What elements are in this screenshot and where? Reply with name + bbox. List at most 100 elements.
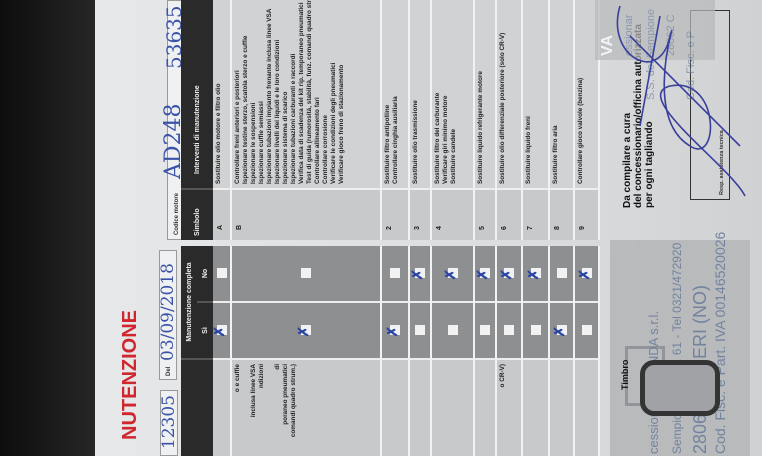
yes-checkbox[interactable]: ✗: [211, 325, 227, 338]
left-row-description: [575, 360, 600, 456]
no-cell: [213, 246, 232, 303]
check-mark-icon: ✗: [575, 268, 592, 281]
symbol-cell: 3: [410, 190, 432, 240]
no-cell: ✗: [432, 246, 475, 303]
yes-cell: ✗: [550, 303, 575, 360]
check-mark-icon: ✗: [384, 325, 400, 338]
left-row-description: [523, 360, 550, 456]
no-checkbox[interactable]: ✗: [525, 268, 541, 281]
no-checkbox[interactable]: ✗: [442, 268, 458, 281]
yes-checkbox[interactable]: ✗: [295, 325, 311, 338]
no-cell: ✗: [575, 246, 600, 303]
intervention-text: Sostituire olio differenziale posteriore…: [497, 0, 523, 190]
no-cell: ✗: [474, 246, 497, 303]
yes-cell: [523, 303, 550, 360]
left-row-description: [475, 360, 497, 456]
left-row-description: [550, 360, 575, 456]
yes-checkbox[interactable]: [447, 325, 458, 336]
yes-checkbox[interactable]: [480, 325, 490, 336]
stamp-label: Timbro: [620, 359, 630, 390]
left-row-description: [382, 360, 410, 456]
no-checkbox[interactable]: ✗: [409, 268, 425, 281]
date-label: Del: [166, 366, 172, 376]
intervention-text: Sostituire filtro antipolline Controllar…: [382, 0, 410, 190]
left-header-blank: [181, 360, 213, 456]
yes-cell: [410, 303, 432, 360]
no-checkbox[interactable]: ✗: [474, 268, 490, 281]
no-cell: [550, 246, 575, 303]
date-value: 03/09/2018: [158, 263, 178, 361]
left-row-description: o e cuffie inclusa linee VSA ndizioni di…: [232, 360, 382, 456]
symbol-cell: 4: [432, 190, 475, 240]
symbol-cell: 6: [497, 190, 523, 240]
yes-cell: ✗: [232, 303, 382, 360]
interventions-column-header: Interventi di manutenzione: [181, 0, 213, 190]
page-title: NUTENZIONE: [119, 310, 141, 440]
yes-cell: ✗: [382, 303, 410, 360]
symbol-cell: 8: [550, 190, 575, 240]
check-mark-icon: ✗: [474, 268, 490, 281]
no-cell: [382, 246, 410, 303]
check-mark-icon: ✗: [409, 268, 425, 281]
stamp-line: Sempione 32 Km. 61 - Tel 0321/472920: [670, 242, 684, 454]
code-field: 12305: [159, 390, 179, 456]
stamp-line: Cod. Fisc. e Part. IVA 00146520026: [712, 231, 728, 454]
no-cell: ✗: [523, 246, 550, 303]
intervention-text: Sostituire filtro del carburante Verific…: [432, 0, 475, 190]
no-checkbox[interactable]: [390, 268, 400, 279]
check-mark-icon: ✗: [524, 268, 541, 281]
symbol-column-header: Simbolo: [181, 190, 213, 240]
yes-checkbox[interactable]: ✗: [551, 325, 567, 338]
left-row-description: [213, 360, 232, 456]
yes-checkbox[interactable]: [581, 325, 592, 336]
full-maintenance-header: Manutenzione completa: [181, 246, 197, 360]
intervention-text: Sostituire liquido freni: [523, 0, 550, 190]
check-mark-icon: ✗: [441, 268, 458, 281]
intervention-text: Controllare freni anteriori e posteriori…: [232, 0, 382, 190]
check-mark-icon: ✗: [550, 325, 567, 338]
engine-code-value: AD248: [161, 103, 186, 179]
intervention-text: Sostituire olio trasmissione: [410, 0, 432, 190]
check-mark-icon: ✗: [295, 325, 311, 338]
yes-checkbox[interactable]: ✗: [384, 325, 400, 338]
honda-logo-icon: [640, 360, 720, 416]
symbol-cell: 5: [475, 190, 497, 240]
left-row-description: o CR-V): [497, 360, 523, 456]
no-column-header: No: [197, 246, 213, 303]
check-mark-icon: ✗: [210, 325, 227, 338]
symbol-cell: 7: [523, 190, 550, 240]
intervention-text: Sostituire liquido refrigerante motore: [475, 0, 497, 190]
background: [0, 0, 110, 456]
symbol-cell: A: [213, 190, 232, 240]
left-row-description: [410, 360, 432, 456]
no-cell: ✗: [497, 246, 523, 303]
date-field: Del 03/09/2018: [158, 250, 178, 380]
no-cell: [232, 246, 382, 303]
no-checkbox[interactable]: [301, 268, 311, 279]
no-checkbox[interactable]: ✗: [576, 268, 592, 281]
symbol-cell: 2: [382, 190, 410, 240]
symbol-cell: B: [232, 190, 382, 240]
signature: [616, 5, 746, 197]
dealer-stamp: cessionaria HONDA s.r.l. Sempione 32 Km.…: [610, 232, 750, 456]
code-value: 12305: [159, 395, 179, 450]
engine-code-label: Codice motore: [174, 192, 180, 235]
no-checkbox[interactable]: ✗: [498, 268, 514, 281]
no-checkbox[interactable]: [216, 268, 227, 279]
yes-cell: ✗: [211, 303, 232, 360]
left-row-description: [432, 360, 475, 456]
yes-checkbox[interactable]: [530, 325, 541, 336]
symbol-cell: 9: [575, 190, 600, 240]
intervention-text: Sostituire filtro aria: [550, 0, 575, 190]
check-mark-icon: ✗: [498, 268, 514, 281]
maintenance-booklet-page: NUTENZIONE 12305 Del 03/09/2018 Codice m…: [95, 0, 762, 456]
yes-cell: [475, 303, 497, 360]
yes-checkbox[interactable]: [504, 325, 514, 336]
yes-cell: [575, 303, 600, 360]
yes-cell: [497, 303, 523, 360]
yes-checkbox[interactable]: [415, 325, 425, 336]
no-cell: ✗: [409, 246, 432, 303]
intervention-text: Sostituire olio motore e filtro olio: [213, 0, 232, 190]
no-checkbox[interactable]: [556, 268, 567, 279]
yes-cell: [432, 303, 475, 360]
